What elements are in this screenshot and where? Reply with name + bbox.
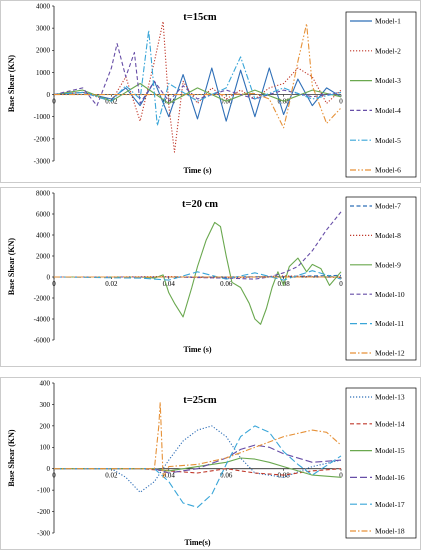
x-tick-label: 0.02 <box>105 472 118 480</box>
legend-label: Model-9 <box>375 260 401 269</box>
legend-label: Model-6 <box>375 166 401 175</box>
series-line-model-6 <box>54 23 342 129</box>
y-tick-label: -300 <box>37 529 50 537</box>
legend-label: Model-14 <box>375 419 405 428</box>
legend-label: Model-11 <box>375 319 405 328</box>
legend-label: Model-18 <box>375 527 405 536</box>
legend-label: Model-7 <box>375 202 401 211</box>
y-tick-label: 4000 <box>36 231 51 239</box>
chart-title: t=20 cm <box>182 199 218 210</box>
y-tick-label: 0 <box>47 91 51 99</box>
y-tick-label: 1000 <box>36 69 51 77</box>
legend: Model-13 Model-14 Model-15 Model-16 Model-17… <box>345 387 417 539</box>
series-line-model-7 <box>54 274 342 278</box>
legend: Model-7 Model-8 Model-9 Model-10 Model-11 Mod… <box>345 196 417 361</box>
x-tick-label: 0 <box>339 280 343 288</box>
y-tick-label: 100 <box>40 444 51 452</box>
x-tick-label: 0.02 <box>105 280 118 288</box>
y-tick-label: 2000 <box>36 252 51 260</box>
x-tick-label: 0.08 <box>277 472 290 480</box>
y-tick-label: -1000 <box>34 113 51 121</box>
legend-label: Model-4 <box>375 106 401 115</box>
legend-box <box>345 11 417 178</box>
x-axis-label: Time(s) <box>184 538 210 547</box>
legend-label: Model-2 <box>375 46 401 55</box>
legend-label: Model-15 <box>375 446 405 455</box>
series-line-model-13 <box>54 425 342 493</box>
legend-label: Model-12 <box>375 349 405 358</box>
y-tick-label: -100 <box>37 487 50 495</box>
y-tick-label: 3000 <box>36 25 51 33</box>
y-tick-label: 2000 <box>36 47 51 55</box>
x-tick-label: 0.04 <box>163 280 176 288</box>
legend-label: Model-3 <box>375 76 401 85</box>
x-tick-label: 0 <box>339 98 343 106</box>
x-tick-label: 0.06 <box>220 280 233 288</box>
y-axis-label: Base Shear (KN) <box>7 55 16 113</box>
legend-label: Model-13 <box>375 393 405 402</box>
x-tick-label: 0.06 <box>220 472 233 480</box>
legend-label: Model-8 <box>375 231 401 240</box>
legend-box <box>345 196 417 361</box>
series-line-model-4 <box>53 43 342 107</box>
legend-label: Model-17 <box>375 500 405 509</box>
x-axis-label: Time (s) <box>183 166 211 175</box>
legend-label: Model-10 <box>375 290 405 299</box>
y-tick-label: -4000 <box>34 315 51 323</box>
chart-panel-3: -300 -200 -100 0 100 200 300 400 0 0.02 0.04 0.06 0.… <box>0 377 421 550</box>
y-tick-label: 4000 <box>36 2 51 10</box>
series-line-model-2 <box>53 20 342 153</box>
y-tick-label: 0 <box>47 273 51 281</box>
series-line-model-5 <box>53 29 342 127</box>
chart-panel-2: -6000 -4000 -2000 0 2000 4000 6000 8000 0 0.02 0.0… <box>0 187 421 367</box>
legend-label: Model-16 <box>375 473 405 482</box>
y-axis-label: Base Shear (KN) <box>7 429 16 487</box>
y-tick-label: -6000 <box>34 336 51 344</box>
y-tick-label: -2000 <box>34 135 51 143</box>
series-line-model-16 <box>54 444 342 474</box>
y-tick-label: 0 <box>47 465 51 473</box>
legend-label: Model-5 <box>375 136 401 145</box>
y-tick-label: 300 <box>40 401 51 409</box>
legend-label: Model-1 <box>375 17 401 26</box>
legend: Model-1 Model-2 Model-3 Model-4 Model-5 Model… <box>345 11 417 178</box>
y-tick-label: 6000 <box>36 210 51 218</box>
y-tick-label: -2000 <box>34 294 51 302</box>
chart-title: t=15cm <box>183 12 217 23</box>
chart-panel-1: -3000-2000-10000100020003000400000.020.0… <box>0 0 421 183</box>
x-tick-label: 0.04 <box>163 472 176 480</box>
x-tick-label: 0 <box>339 472 343 480</box>
y-tick-label: 200 <box>40 422 51 430</box>
chart-title: t=25cm <box>183 395 217 406</box>
legend-box <box>345 387 417 539</box>
x-axis-label: Time (s) <box>183 345 211 354</box>
series-line-model-11 <box>53 270 342 281</box>
series-line-model-18 <box>54 401 342 478</box>
y-tick-label: 400 <box>40 379 51 387</box>
series-line-model-3 <box>53 82 342 104</box>
y-tick-label: -3000 <box>34 157 51 165</box>
series-line-model-17 <box>54 425 342 508</box>
series-line-model-15 <box>54 457 342 478</box>
series-line-model-1 <box>53 67 342 122</box>
y-tick-label: -200 <box>37 508 50 516</box>
y-tick-label: 8000 <box>36 189 51 197</box>
y-axis-label: Base Shear (KN) <box>7 238 16 296</box>
